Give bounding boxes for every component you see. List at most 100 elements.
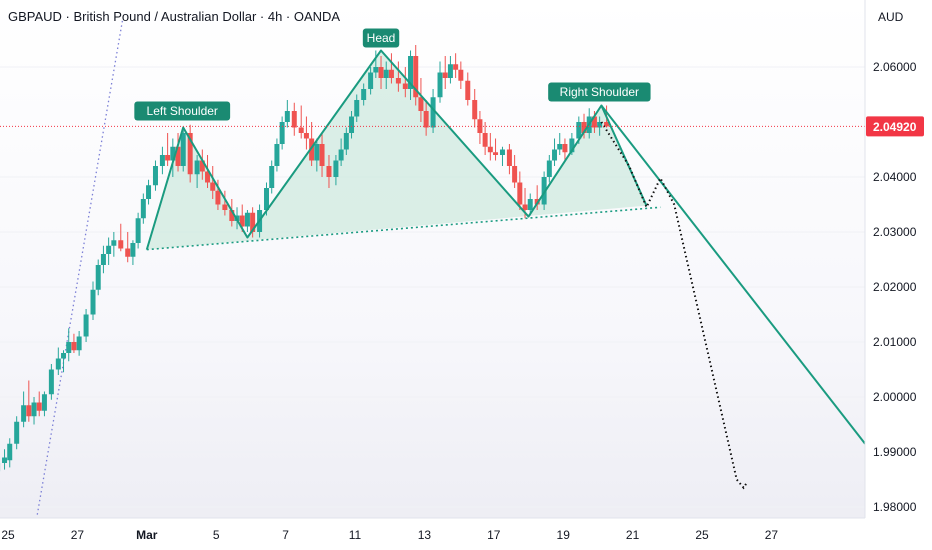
pattern-lines[interactable] [145, 49, 866, 445]
candle [581, 113, 587, 139]
candle-body [338, 149, 344, 161]
candle-body [493, 152, 499, 155]
candle [83, 309, 89, 342]
candle [194, 155, 200, 188]
candle-body [146, 185, 152, 199]
candle [284, 100, 290, 128]
candle-body [95, 265, 101, 290]
candle [170, 138, 176, 177]
candle [552, 138, 558, 166]
label-head-bg [362, 28, 400, 48]
candle [541, 171, 547, 210]
candle-body [48, 369, 54, 395]
candle-body [250, 212, 256, 232]
time-tick-label: 13 [418, 528, 432, 542]
price-tag-bg [866, 116, 924, 137]
candle [349, 111, 355, 139]
candle-body [354, 100, 360, 117]
candle [338, 138, 344, 166]
candle [106, 237, 112, 265]
time-axis-panel[interactable] [0, 518, 932, 550]
projected-path[interactable] [600, 121, 748, 490]
candle-body [222, 204, 228, 210]
candle [55, 347, 61, 375]
candle-body [180, 133, 186, 166]
price-tick-label: 2.04000 [873, 170, 917, 184]
time-tick-label: 11 [349, 528, 362, 542]
candle [95, 259, 101, 296]
candle-body [170, 146, 176, 161]
candle-body [453, 64, 459, 70]
candle-body [465, 80, 471, 100]
candle-body [418, 97, 424, 111]
candle-body [383, 69, 389, 78]
candle [146, 179, 152, 205]
price-tick-label: 2.01000 [873, 335, 917, 349]
pattern-fill [146, 50, 647, 250]
candle [7, 438, 13, 468]
candle-body [423, 111, 429, 128]
candle-body [279, 122, 285, 144]
candle-body [291, 111, 297, 128]
candle [333, 155, 339, 186]
candle-body [333, 160, 339, 177]
candle [430, 89, 436, 133]
candle-body [205, 171, 211, 183]
candle [378, 56, 384, 89]
candle [303, 116, 309, 150]
candle [512, 155, 518, 188]
trend-line[interactable] [35, 20, 124, 524]
candle [487, 133, 493, 161]
candle [493, 138, 499, 161]
candle [111, 232, 117, 257]
candle-body [118, 240, 124, 249]
candle [597, 116, 603, 136]
candle-body [264, 188, 270, 210]
candle [90, 281, 96, 320]
time-tick-label: 19 [557, 528, 571, 542]
candle-body [303, 133, 309, 139]
candle-body [21, 405, 27, 422]
candle-body [194, 160, 200, 175]
candle-body [239, 215, 245, 227]
candle-body [343, 133, 349, 150]
target-line[interactable] [600, 104, 866, 445]
candle [447, 56, 453, 84]
candle [210, 166, 216, 199]
candle-body [229, 210, 235, 221]
time-tick-label: 27 [71, 528, 85, 542]
candle-body [309, 138, 315, 161]
candle [408, 50, 414, 100]
candle-body [76, 336, 82, 351]
candle-body [14, 421, 20, 444]
head-shoulders-area [146, 50, 647, 250]
price-grid [0, 66, 865, 508]
candle-body [402, 83, 408, 89]
time-tick-label: 17 [487, 528, 501, 542]
candle-body [298, 127, 304, 133]
candle [36, 391, 42, 417]
neckline[interactable] [146, 206, 661, 251]
candle-body [506, 149, 512, 166]
candle [442, 56, 448, 89]
candle-body [437, 72, 443, 98]
candle [71, 333, 77, 353]
candle-body [522, 204, 528, 210]
candle-body [41, 394, 47, 411]
candle-body [482, 133, 488, 147]
candle-body [581, 122, 587, 133]
candle-body [552, 149, 558, 161]
candle [26, 380, 32, 422]
time-tick-label: 27 [765, 528, 779, 542]
candle [423, 100, 429, 136]
trend-line-path[interactable] [35, 20, 124, 524]
projection-path[interactable] [600, 121, 748, 490]
candle-body [591, 116, 597, 128]
candle [395, 61, 401, 92]
price-axis-panel[interactable] [865, 0, 932, 518]
time-axis: 25 27 Mar 5 7 11 13 17 19 21 25 27 [1, 528, 778, 542]
candle-body [36, 402, 42, 411]
candle-body [71, 342, 77, 351]
candle [118, 223, 124, 252]
